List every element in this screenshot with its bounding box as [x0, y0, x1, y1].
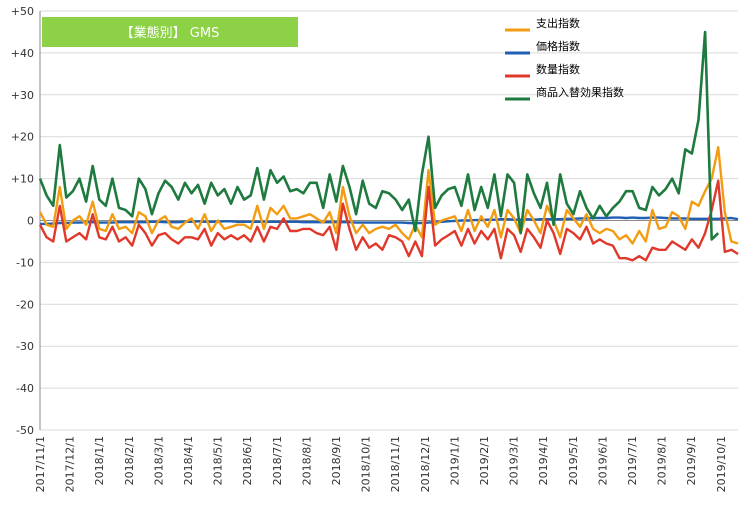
y-tick-label: +20	[11, 131, 34, 144]
series-line-3	[38, 30, 720, 241]
x-tick-label: 2018/5/1	[212, 436, 225, 485]
chart-title-background	[42, 17, 298, 47]
x-tick-label: 2018/10/1	[360, 436, 373, 492]
x-tick-label: 2019/8/1	[656, 436, 669, 485]
x-tick-label: 2019/3/1	[508, 436, 521, 485]
x-tick-label: 2018/8/1	[300, 436, 313, 485]
y-axis-ticks: +50 +40 +30 +20 +10 0 -10 -20 -30 -40 -50	[11, 5, 34, 437]
y-tick-label: -10	[16, 256, 34, 269]
x-tick-label: 2017/12/1	[64, 436, 77, 492]
chart-title-box: 【業態別】 GMS	[42, 17, 298, 47]
x-tick-label: 2019/6/1	[596, 436, 609, 485]
series-line-0	[38, 145, 739, 245]
chart-title: 【業態別】 GMS	[121, 25, 220, 41]
x-tick-label: 2018/11/1	[389, 436, 402, 492]
y-tick-label: +30	[11, 89, 34, 102]
x-tick-label: 2019/2/1	[478, 436, 491, 485]
x-tick-label: 2017/11/1	[34, 436, 47, 492]
y-tick-label: +50	[11, 5, 34, 18]
y-tick-label: -20	[16, 298, 34, 311]
x-tick-label: 2018/4/1	[182, 436, 195, 485]
x-tick-label: 2019/9/1	[685, 436, 698, 485]
x-tick-label: 2018/6/1	[241, 436, 254, 485]
legend-label: 支出指数	[536, 16, 580, 30]
x-tick-label: 2018/2/1	[123, 436, 136, 485]
grid	[39, 10, 738, 431]
series-line-1	[40, 216, 739, 226]
x-tick-label: 2018/12/1	[419, 436, 432, 492]
x-tick-label: 2019/1/1	[448, 436, 461, 485]
y-tick-label: -40	[16, 382, 34, 395]
y-tick-label: +40	[11, 47, 34, 60]
x-tick-label: 2019/4/1	[537, 436, 550, 485]
x-axis-ticks: 2017/11/1 2017/12/1 2018/1/1 2018/2/1 2018/3…	[34, 436, 728, 492]
series-line-2	[38, 179, 739, 262]
x-tick-label: 2019/7/1	[626, 436, 639, 485]
y-tick-label: -30	[16, 340, 34, 353]
x-tick-label: 2018/3/1	[152, 436, 165, 485]
legend-label: 価格指数	[536, 39, 580, 53]
x-tick-label: 2018/7/1	[271, 436, 284, 485]
x-tick-label: 2019/10/1	[715, 436, 728, 492]
y-tick-label: -50	[16, 424, 34, 437]
series-lines	[38, 30, 739, 262]
legend-label: 商品入替効果指数	[536, 85, 624, 99]
y-tick-label: 0	[27, 215, 34, 228]
y-tick-label: +10	[11, 173, 34, 186]
legend-label: 数量指数	[536, 62, 580, 76]
x-tick-label: 2018/9/1	[330, 436, 343, 485]
x-tick-label: 2019/5/1	[567, 436, 580, 485]
x-tick-label: 2018/1/1	[93, 436, 106, 485]
